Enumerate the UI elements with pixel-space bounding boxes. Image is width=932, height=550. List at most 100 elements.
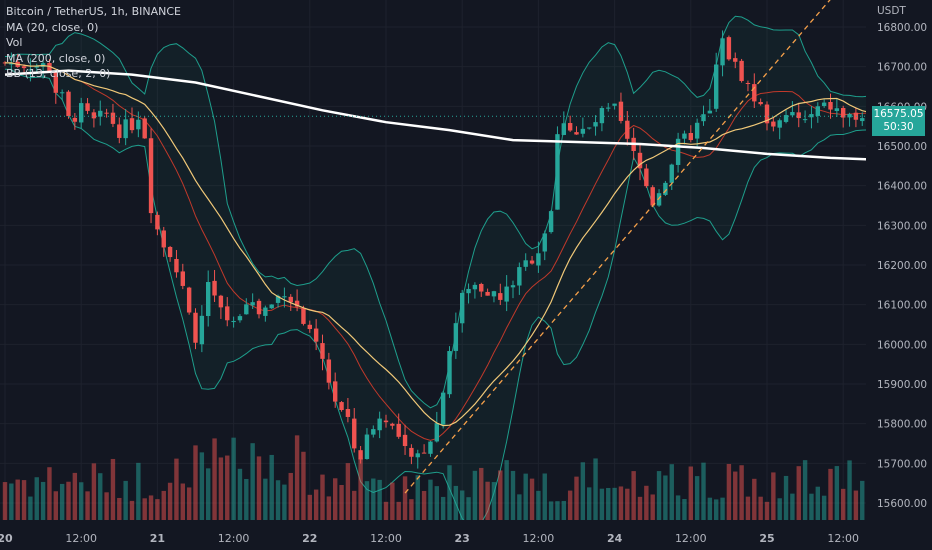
volume-bar: [663, 475, 668, 520]
volume-bar: [345, 463, 351, 520]
volume-bar: [313, 489, 319, 520]
symbol-title[interactable]: Bitcoin / TetherUS, 1h, BINANCE: [6, 5, 182, 18]
price-tick-label: 16500.00: [877, 141, 927, 153]
bb-legend[interactable]: BB (13, close, 2, 0): [6, 67, 111, 80]
candle-body: [9, 62, 14, 65]
volume-bar: [136, 462, 141, 520]
volume-bar: [409, 499, 414, 520]
ma200-line: [4, 69, 882, 162]
volume-bar: [402, 476, 408, 520]
volume-bar: [650, 494, 655, 520]
volume-bar: [637, 496, 643, 520]
volume-bar: [593, 458, 598, 520]
volume-bar: [783, 475, 789, 520]
candle-body: [580, 128, 586, 134]
candle-body: [828, 102, 833, 110]
volume-bar: [504, 460, 509, 520]
time-axis: 20 12:00 21 12:00 22 12:00 23 12:00 24 12:00 25 12:…: [0, 520, 932, 550]
time-tick-label: 22: [302, 532, 317, 545]
candle-body: [148, 138, 154, 214]
ma20-line: [5, 62, 869, 427]
price-tick-label: 16700.00: [877, 62, 927, 74]
candle-body: [841, 107, 846, 118]
volume-bar: [561, 500, 566, 520]
volume-bar: [688, 466, 693, 520]
volume-bar: [148, 495, 154, 520]
volume-bar: [828, 468, 833, 520]
volume-bar: [834, 466, 840, 520]
price-axis: 15600.00 15700.00 15800.00 15900.00 16000.00…: [866, 0, 932, 550]
chart-legend: Bitcoin / TetherUS, 1h, BINANCE MA (20, …: [6, 4, 181, 82]
candle-body: [206, 282, 211, 316]
volume-bar: [675, 495, 681, 520]
ma20-legend[interactable]: MA (20, close, 0): [6, 20, 99, 34]
volume-bar: [536, 490, 541, 520]
volume-bar: [21, 480, 27, 520]
candle-body: [371, 429, 376, 435]
volume-bar: [212, 438, 217, 520]
candle-body: [656, 193, 662, 206]
candle-body: [256, 300, 262, 315]
candle-body: [479, 283, 484, 292]
price-tick-label: 15600.00: [877, 498, 927, 510]
ma200-legend[interactable]: MA (200, close, 0): [6, 51, 106, 65]
volume-bar: [479, 467, 484, 520]
candle-body: [104, 112, 109, 114]
volume-bar: [853, 490, 859, 520]
candle-body: [644, 168, 649, 187]
volume-bar: [263, 478, 268, 520]
volume-legend[interactable]: Vol: [6, 36, 23, 49]
volume-bar: [733, 471, 738, 520]
candle-body: [650, 187, 655, 206]
volume-bar: [256, 456, 262, 520]
time-tick-label: 12:00: [65, 532, 97, 545]
volume-bar: [377, 479, 382, 520]
volume-bar: [606, 487, 611, 520]
volume-bar: [47, 467, 52, 520]
time-tick-label: 24: [607, 532, 623, 545]
candle-body: [517, 267, 522, 286]
volume-bar: [618, 486, 624, 520]
volume-bar: [333, 478, 338, 520]
volume-bar: [218, 457, 224, 520]
candle-body: [40, 63, 46, 67]
volume-bar: [694, 476, 700, 520]
candle-body: [142, 118, 147, 139]
candle-body: [587, 127, 592, 129]
volume-bar: [155, 499, 160, 520]
candle-body: [485, 291, 490, 296]
volume-bar: [34, 477, 39, 520]
candle-body: [637, 152, 643, 169]
candle-body: [701, 114, 706, 122]
candle-body: [529, 260, 535, 264]
volume-bar: [307, 494, 312, 520]
volume-bar: [294, 435, 300, 520]
volume-bar: [186, 487, 192, 520]
volume-bar: [802, 460, 808, 520]
candle-body: [123, 119, 128, 139]
volume-bar: [529, 478, 535, 520]
volume-bar: [860, 480, 865, 520]
candle-body: [745, 82, 751, 84]
candle-body: [669, 164, 674, 183]
volume-bar: [714, 499, 719, 520]
volume-bar: [809, 493, 814, 520]
volume-bar: [352, 490, 357, 520]
volume-bar: [15, 479, 20, 520]
volume-bar: [98, 473, 103, 520]
last-price-tag: 16575.05 50:30: [872, 106, 925, 137]
candle-body: [694, 122, 700, 139]
candle-body: [796, 112, 801, 119]
candle-body: [237, 316, 243, 321]
price-tick-label: 16800.00: [877, 22, 927, 34]
candle-body: [726, 37, 732, 60]
volume-bar: [174, 458, 179, 520]
volume-bar: [206, 468, 211, 520]
volume-bar: [225, 455, 230, 520]
volume-bar: [415, 475, 420, 520]
volume-bar: [682, 499, 687, 520]
candle-body: [193, 312, 198, 343]
volume-bar: [288, 472, 293, 520]
volume-bar: [453, 485, 459, 520]
